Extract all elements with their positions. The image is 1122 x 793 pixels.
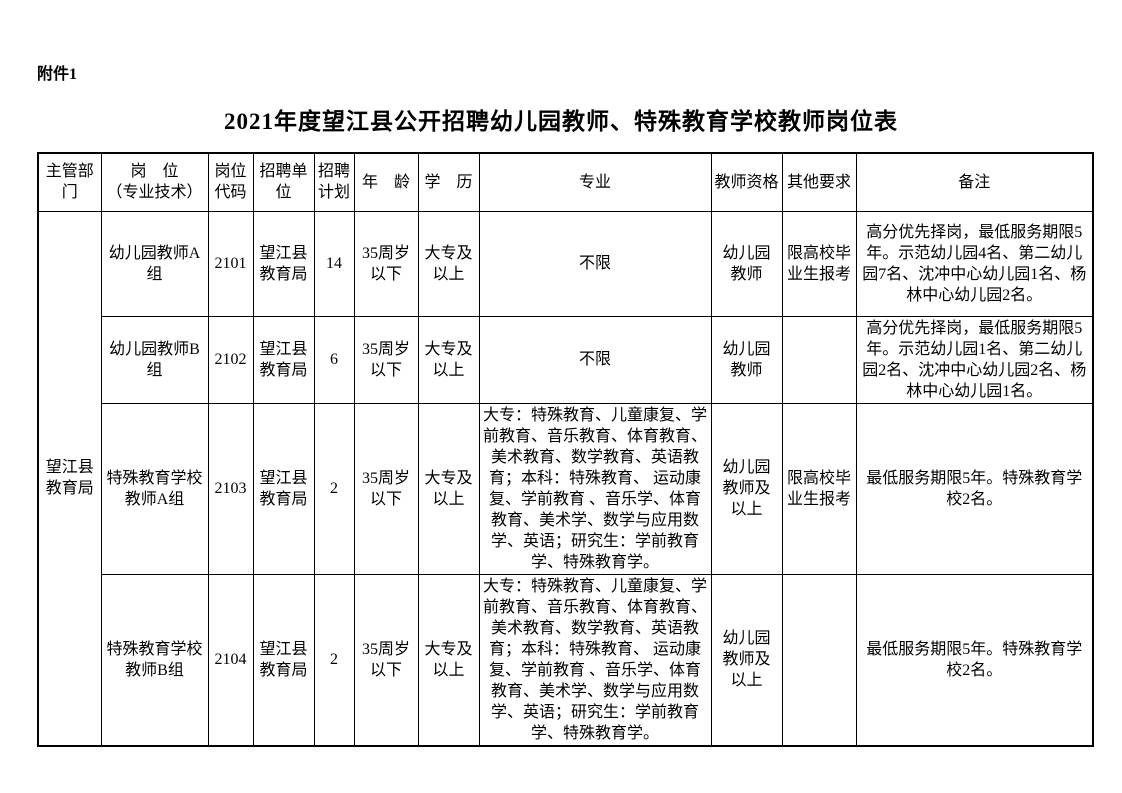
table-row-2104: 特殊教育学校 教师B组 2104 望江县 教育局 2 35周岁 以下 大专及 以…: [38, 573, 1094, 746]
header-code: 岗位 代码: [207, 152, 254, 212]
cell-unit: 望江县 教育局: [252, 210, 315, 317]
header-position: 岗 位 （专业技术）: [100, 152, 209, 212]
cell-education: 大专及 以上: [417, 315, 480, 404]
cell-department: 望江县 教育局: [37, 210, 102, 746]
cell-age: 35周岁 以下: [353, 402, 419, 575]
table-row-2103: 特殊教育学校 教师A组 2103 望江县 教育局 2 35周岁 以下 大专及 以…: [38, 402, 1094, 575]
cell-age: 35周岁 以下: [353, 573, 419, 746]
cell-unit: 望江县 教育局: [252, 315, 315, 404]
header-remarks: 备注: [855, 152, 1094, 212]
cell-major: 不限: [478, 210, 712, 317]
cell-qualification: 幼儿园 教师: [710, 210, 783, 317]
cell-education: 大专及 以上: [417, 573, 480, 746]
header-plan: 招聘 计划: [313, 152, 355, 212]
cell-code: 2104: [207, 573, 254, 746]
cell-position: 幼儿园教师A 组: [100, 210, 209, 317]
cell-education: 大专及 以上: [417, 402, 480, 575]
header-department: 主管部门: [37, 152, 102, 212]
table-row-2102: 幼儿园教师B 组 2102 望江县 教育局 6 35周岁 以下 大专及 以上 不…: [38, 315, 1094, 404]
cell-plan: 14: [313, 210, 355, 317]
header-row: 主管部门 岗 位 （专业技术） 岗位 代码 招聘单位 招聘 计划 年 龄 学 历…: [37, 152, 1094, 212]
cell-age: 35周岁 以下: [353, 315, 419, 404]
cell-unit: 望江县 教育局: [252, 402, 315, 575]
cell-position: 幼儿园教师B 组: [100, 315, 209, 404]
page-title: 2021年度望江县公开招聘幼儿园教师、特殊教育学校教师岗位表: [224, 109, 898, 134]
header-unit: 招聘单位: [252, 152, 315, 212]
cell-remarks: 高分优先择岗，最低服务期限5年。示范幼儿园4名、第二幼儿园7名、沈冲中心幼儿园1…: [855, 210, 1094, 317]
cell-qualification: 幼儿园 教师及 以上: [710, 402, 783, 575]
cell-plan: 6: [313, 315, 355, 404]
cell-education: 大专及 以上: [417, 210, 480, 317]
header-education: 学 历: [417, 152, 480, 212]
cell-major: 大专：特殊教育、儿童康复、学前教育、音乐教育、体育教育、美术教育、数学教育、英语…: [478, 402, 712, 575]
job-positions-table: 主管部门 岗 位 （专业技术） 岗位 代码 招聘单位 招聘 计划 年 龄 学 历…: [37, 152, 1094, 747]
cell-code: 2103: [207, 402, 254, 575]
cell-position: 特殊教育学校 教师B组: [100, 573, 209, 746]
cell-code: 2102: [207, 315, 254, 404]
cell-age: 35周岁 以下: [353, 210, 419, 317]
cell-other: 限高校毕 业生报考: [781, 210, 857, 317]
cell-plan: 2: [313, 573, 355, 746]
header-age: 年 龄: [353, 152, 419, 212]
header-major: 专业: [478, 152, 712, 212]
cell-other: [781, 573, 857, 746]
cell-other: 限高校毕 业生报考: [781, 402, 857, 575]
cell-qualification: 幼儿园 教师: [710, 315, 783, 404]
cell-remarks: 最低服务期限5年。特殊教育学校2名。: [855, 573, 1094, 746]
header-qualification: 教师资格: [710, 152, 783, 212]
cell-plan: 2: [313, 402, 355, 575]
header-other: 其他要求: [781, 152, 857, 212]
cell-code: 2101: [207, 210, 254, 317]
cell-position: 特殊教育学校 教师A组: [100, 402, 209, 575]
cell-qualification: 幼儿园 教师及 以上: [710, 573, 783, 746]
cell-major: 不限: [478, 315, 712, 404]
cell-remarks: 高分优先择岗，最低服务期限5年。示范幼儿园1名、第二幼儿园2名、沈冲中心幼儿园2…: [855, 315, 1094, 404]
cell-remarks: 最低服务期限5年。特殊教育学校2名。: [855, 402, 1094, 575]
cell-other: [781, 315, 857, 404]
attachment-label: 附件1: [37, 66, 78, 83]
cell-unit: 望江县 教育局: [252, 573, 315, 746]
table-row-2101: 望江县 教育局 幼儿园教师A 组 2101 望江县 教育局 14 35周岁 以下…: [37, 210, 1094, 746]
cell-major: 大专：特殊教育、儿童康复、学前教育、音乐教育、体育教育、美术教育、数学教育、英语…: [478, 573, 712, 746]
